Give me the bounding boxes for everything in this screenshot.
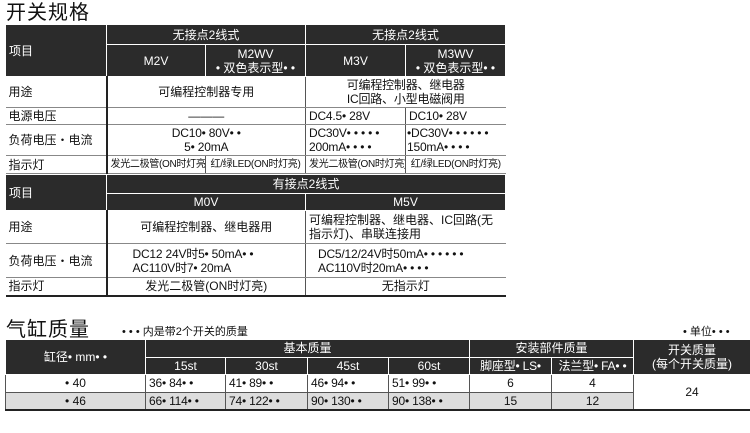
use-m5v: 可编程控制器、继电器、IC回路(无指示灯)、串联连接用 bbox=[305, 210, 506, 244]
group-header: 有接点2线式 bbox=[106, 174, 506, 194]
use-m2: 可编程控制器专用 bbox=[106, 76, 306, 108]
fa-mass: 4 bbox=[551, 373, 635, 393]
load-label: 负荷电压・电流 bbox=[5, 124, 108, 156]
indicator-m2wv: 红/绿LED(ON时灯亮) bbox=[205, 155, 306, 174]
mass-cell: 66• 114• • bbox=[145, 391, 226, 411]
stroke-header: 30st bbox=[225, 356, 308, 375]
mass-cell: 90• 138• • bbox=[387, 391, 471, 411]
mass-title: 气缸质量 bbox=[6, 316, 90, 341]
group-header: 无接点2线式 bbox=[106, 24, 306, 45]
table-row: • 46 66• 114• • 74• 122• • 90• 130• • 90• 13… bbox=[5, 391, 750, 411]
use-m0v: 可编程控制器、继电器用 bbox=[106, 210, 306, 244]
stroke-header: 60st bbox=[387, 356, 471, 375]
contact-switch-table: 项目 有接点2线式 M0V M5V 用途 可编程控制器、继电器用 可编程控制器、继电器、… bbox=[5, 174, 506, 297]
indicator-label: 指示灯 bbox=[5, 277, 108, 296]
use-label: 用途 bbox=[5, 76, 108, 108]
mass-cell: 36• 84• • bbox=[145, 373, 226, 393]
cylinder-mass-table: 缸径• mm• • 基本质量 安装部件质量 开关质量 (每个开关质量) 15st 30s… bbox=[5, 338, 750, 412]
solid-state-switch-table: 项目 无接点2线式 无接点2线式 M2V M2WV • 双色表示型• • M3V M3WV… bbox=[5, 24, 506, 174]
power-m2: ——— bbox=[106, 107, 306, 125]
bore-header: 缸径• mm• • bbox=[5, 338, 146, 375]
mount-mass-header: 安装部件质量 bbox=[469, 338, 635, 358]
mass-cell: 46• 94• • bbox=[307, 373, 389, 393]
load-m0v: DC12 24V时5• 50mA• • AC110V时7• 20mA bbox=[106, 243, 306, 278]
power-m3v: DC4.5• 28V bbox=[305, 107, 406, 125]
bore: • 46 bbox=[5, 391, 146, 411]
load-m3wv: •DC30V• • • • • • 150mA• • • • bbox=[405, 124, 506, 156]
switch-mass-header: 开关质量 (每个开关质量) bbox=[633, 338, 750, 375]
ls-mass: 15 bbox=[469, 391, 553, 411]
mount-ls-header: 脚座型• LS• bbox=[469, 356, 553, 375]
load-m5v: DC5/12/24V时50mA• • • • • • AC110V时20mA• … bbox=[305, 243, 506, 278]
mass-note: • • • 内是带2个开关的质量 bbox=[122, 325, 248, 338]
indicator-m0v: 发光二极管(ON时灯亮) bbox=[106, 277, 306, 296]
indicator-m3wv: 红/绿LED(ON时灯亮) bbox=[405, 155, 506, 174]
model-m3wv: M3WV • 双色表示型• • bbox=[405, 44, 506, 77]
stroke-header: 45st bbox=[307, 356, 389, 375]
group-header: 无接点2线式 bbox=[305, 24, 506, 45]
switch-spec-title: 开关规格 bbox=[6, 0, 90, 24]
load-label: 负荷电压・电流 bbox=[5, 243, 108, 278]
mass-cell: 51• 99• • bbox=[387, 373, 471, 393]
bore: • 40 bbox=[5, 373, 146, 393]
mount-fa-header: 法兰型• FA• • bbox=[551, 356, 635, 375]
use-m3: 可编程控制器、继电器 IC回路、小型电磁阀用 bbox=[305, 76, 506, 108]
item-header: 项目 bbox=[5, 24, 107, 77]
power-label: 电源电压 bbox=[5, 107, 108, 125]
model-m3v: M3V bbox=[305, 44, 406, 77]
indicator-m3v: 发光二极管(ON时灯亮) bbox=[305, 155, 406, 174]
fa-mass: 12 bbox=[551, 391, 635, 411]
model-m5v: M5V bbox=[305, 193, 506, 211]
switch-mass: 24 bbox=[633, 373, 750, 411]
indicator-m2v: 发光二极管(ON时灯亮) bbox=[106, 155, 206, 174]
ls-mass: 6 bbox=[469, 373, 553, 393]
indicator-m5v: 无指示灯 bbox=[305, 277, 506, 296]
table-row: • 40 36• 84• • 41• 89• • 46• 94• • 51• 99• •… bbox=[5, 373, 750, 411]
basic-mass-header: 基本质量 bbox=[144, 338, 471, 358]
mass-cell: 90• 130• • bbox=[307, 391, 389, 411]
model-m2v: M2V bbox=[106, 44, 206, 77]
mass-cell: 41• 89• • bbox=[225, 373, 308, 393]
load-m3v: DC30V• • • • • 200mA• • • • bbox=[305, 124, 406, 156]
power-m3wv: DC10• 28V bbox=[405, 107, 506, 125]
model-m2wv: M2WV • 双色表示型• • bbox=[205, 44, 306, 77]
indicator-label: 指示灯 bbox=[5, 155, 108, 174]
item-header: 项目 bbox=[5, 174, 107, 211]
model-m0v: M0V bbox=[106, 193, 306, 211]
mass-cell: 74• 122• • bbox=[225, 391, 308, 411]
use-label: 用途 bbox=[5, 210, 108, 244]
unit-note: • 单位• • • bbox=[683, 325, 730, 338]
load-m2: DC10• 80V• • 5• 20mA bbox=[106, 124, 306, 156]
stroke-header: 15st bbox=[145, 356, 226, 375]
